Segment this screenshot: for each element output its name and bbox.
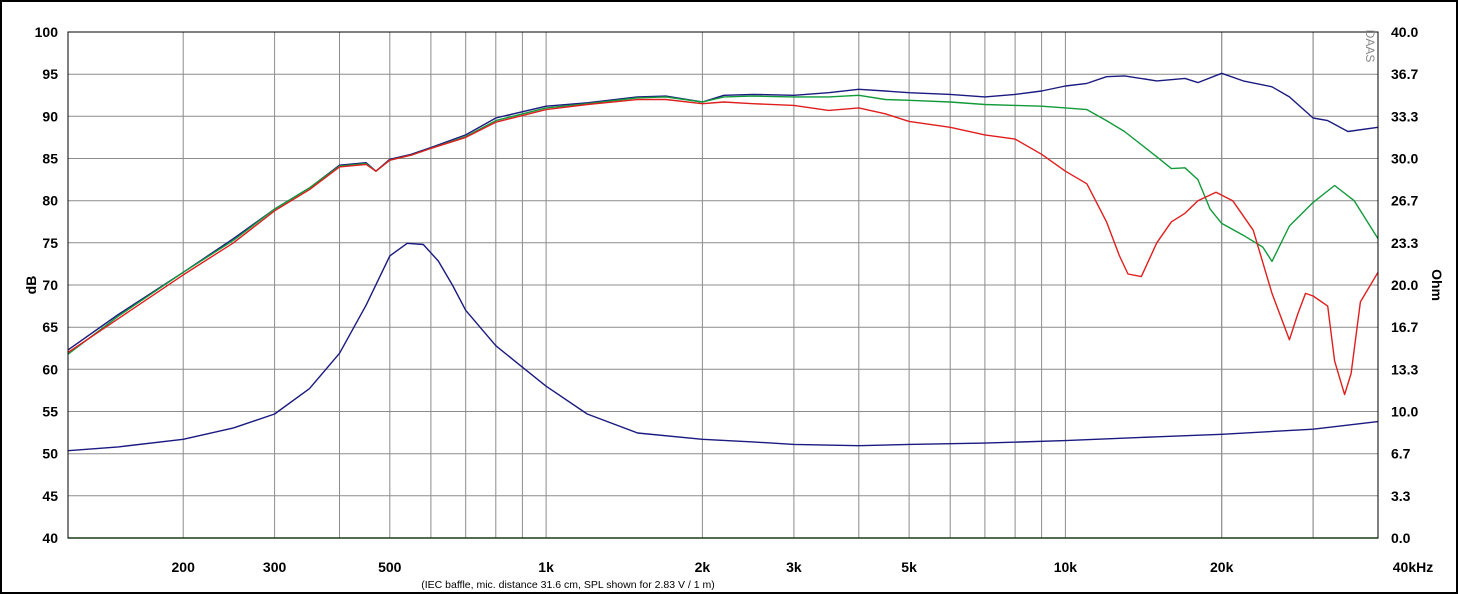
y2-tick-label: 33.3 <box>1391 108 1418 124</box>
y-tick-label: 75 <box>42 235 58 251</box>
x-tick-label: 5k <box>901 559 917 575</box>
y2-tick-label: 23.3 <box>1391 235 1418 251</box>
x-tick-label: 300 <box>263 559 287 575</box>
grid <box>68 32 1378 539</box>
y2-tick-label: 26.7 <box>1391 193 1418 209</box>
x-tick-label: 200 <box>172 559 196 575</box>
y-axis-label: dB <box>23 276 39 295</box>
y2-tick-label: 40.0 <box>1391 24 1418 40</box>
tick-labels: 100 95 90 85 80 75 70 65 60 55 50 45 40 40.0 36.7 33.3 3… <box>35 24 1434 575</box>
y-tick-label: 45 <box>42 488 58 504</box>
y2-axis-label: Ohm <box>1429 269 1445 301</box>
y2-tick-label: 13.3 <box>1391 361 1418 377</box>
y-tick-label: 100 <box>35 24 59 40</box>
y-tick-label: 50 <box>42 446 58 462</box>
x-tick-label: 10k <box>1054 559 1078 575</box>
y2-tick-label: 10.0 <box>1391 404 1418 420</box>
x-tick-label: 1k <box>538 559 554 575</box>
y-tick-label: 40 <box>42 530 58 546</box>
plot-area-border <box>67 31 1379 539</box>
y2-tick-label: 0.0 <box>1391 530 1411 546</box>
spl-curve-3 <box>67 98 1379 396</box>
series-layer <box>67 72 1379 452</box>
watermark-logo: DAAS <box>1363 30 1377 63</box>
y-tick-label: 65 <box>42 319 58 335</box>
y2-tick-label: 36.7 <box>1391 66 1418 82</box>
x-tick-label: 40kHz <box>1393 559 1433 575</box>
y-tick-label: 80 <box>42 193 58 209</box>
y-tick-label: 90 <box>42 108 58 124</box>
y2-tick-label: 30.0 <box>1391 151 1418 167</box>
chart-caption: (IEC baffle, mic. distance 31.6 cm, SPL … <box>421 579 715 591</box>
y-tick-label: 70 <box>42 277 58 293</box>
y2-tick-label: 20.0 <box>1391 277 1418 293</box>
y2-tick-label: 16.7 <box>1391 319 1418 335</box>
y2-tick-label: 6.7 <box>1391 446 1411 462</box>
x-tick-label: 2k <box>695 559 711 575</box>
y-tick-label: 95 <box>42 66 58 82</box>
x-tick-label: 3k <box>786 559 802 575</box>
y-tick-label: 55 <box>42 404 58 420</box>
impedance-curve <box>67 242 1379 452</box>
x-tick-label: 20k <box>1210 559 1234 575</box>
y2-tick-label: 3.3 <box>1391 488 1411 504</box>
x-tick-label: 500 <box>378 559 402 575</box>
y-tick-label: 85 <box>42 151 58 167</box>
y-tick-label: 60 <box>42 361 58 377</box>
